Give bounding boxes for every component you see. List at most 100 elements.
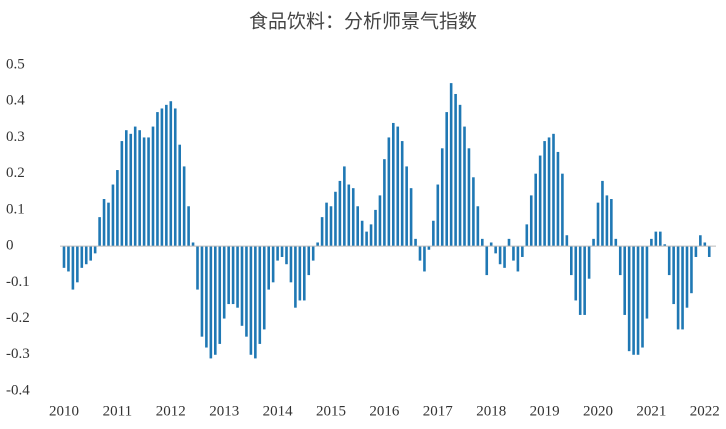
- bar: [138, 130, 141, 247]
- bar: [440, 148, 444, 247]
- bar: [156, 112, 159, 247]
- bar: [485, 246, 489, 276]
- bar: [187, 206, 190, 247]
- bar: [80, 246, 84, 268]
- bar: [592, 238, 595, 247]
- bar: [147, 137, 150, 247]
- bar: [694, 246, 698, 257]
- bar: [258, 246, 262, 344]
- bar: [578, 246, 582, 315]
- bar: [636, 246, 640, 355]
- bar: [463, 126, 466, 247]
- bar: [271, 246, 275, 283]
- bar: [378, 195, 382, 247]
- bar: [685, 246, 689, 308]
- bar: [409, 188, 413, 247]
- bar: [672, 246, 675, 305]
- bar: [618, 246, 622, 276]
- bar: [84, 246, 88, 265]
- bar: [98, 217, 101, 247]
- bar: [289, 246, 293, 283]
- bar: [209, 246, 213, 359]
- bar: [178, 144, 181, 247]
- bar: [574, 246, 578, 301]
- x-tick-label: 2016: [369, 403, 400, 419]
- bar: [414, 238, 417, 247]
- bar: [489, 242, 493, 247]
- x-tick-label: 2017: [423, 403, 454, 419]
- bar: [165, 104, 168, 247]
- bar: [334, 191, 337, 247]
- bar: [587, 246, 591, 279]
- bar: [356, 206, 359, 247]
- bar: [387, 137, 391, 247]
- bar: [218, 246, 222, 344]
- bar: [160, 108, 164, 247]
- bar: [445, 112, 448, 247]
- bar: [707, 246, 711, 257]
- bar: [610, 199, 613, 247]
- bar: [298, 246, 302, 301]
- bar: [516, 246, 520, 272]
- bar: [561, 173, 564, 247]
- bar: [529, 195, 533, 247]
- y-tick-label: -0.4: [6, 382, 30, 398]
- bar: [650, 238, 653, 247]
- bar: [169, 101, 173, 247]
- bar: [325, 202, 328, 247]
- bar: [351, 188, 355, 247]
- x-tick-label: 2022: [690, 403, 720, 419]
- y-tick-label: 0.2: [6, 165, 25, 181]
- y-tick-label: -0.3: [6, 346, 30, 362]
- bar: [507, 238, 511, 247]
- bar: [120, 141, 124, 247]
- bar: [102, 199, 106, 247]
- bar: [623, 246, 626, 315]
- x-tick-label: 2021: [636, 403, 666, 419]
- bar: [498, 246, 502, 265]
- bar: [129, 133, 133, 247]
- bar: [173, 108, 177, 247]
- bar: [62, 246, 66, 268]
- bar: [245, 246, 248, 337]
- bar: [383, 159, 386, 247]
- bar: [472, 177, 475, 247]
- y-tick-label: 0.4: [6, 93, 25, 109]
- bar: [570, 246, 573, 276]
- bar: [133, 126, 137, 247]
- bar: [663, 244, 667, 247]
- bar: [641, 246, 644, 348]
- bar: [254, 246, 257, 359]
- bar: [67, 246, 70, 272]
- bar: [476, 206, 480, 247]
- bar: [432, 220, 435, 247]
- bar: [222, 246, 226, 319]
- bar: [294, 246, 297, 308]
- x-tick-label: 2010: [49, 403, 79, 419]
- x-tick-label: 2019: [530, 403, 560, 419]
- bar: [534, 173, 537, 247]
- bar: [503, 246, 506, 268]
- bar: [76, 246, 79, 283]
- bar: [93, 246, 97, 254]
- bar: [276, 246, 279, 261]
- bar: [645, 246, 649, 319]
- bar: [583, 246, 586, 315]
- bar: [654, 231, 658, 247]
- y-tick-label: -0.2: [6, 310, 30, 326]
- bar: [214, 246, 217, 355]
- bar: [659, 231, 662, 247]
- x-tick-label: 2014: [263, 403, 294, 419]
- bar: [205, 246, 208, 348]
- bar: [125, 130, 128, 247]
- bar: [632, 246, 635, 355]
- bar: [374, 209, 377, 247]
- bar: [512, 246, 515, 261]
- bar: [552, 133, 555, 247]
- bar: [343, 166, 346, 247]
- bar: [311, 246, 315, 261]
- bar: [151, 126, 155, 247]
- bar: [521, 246, 524, 257]
- bar: [236, 246, 239, 308]
- bar: [436, 184, 440, 247]
